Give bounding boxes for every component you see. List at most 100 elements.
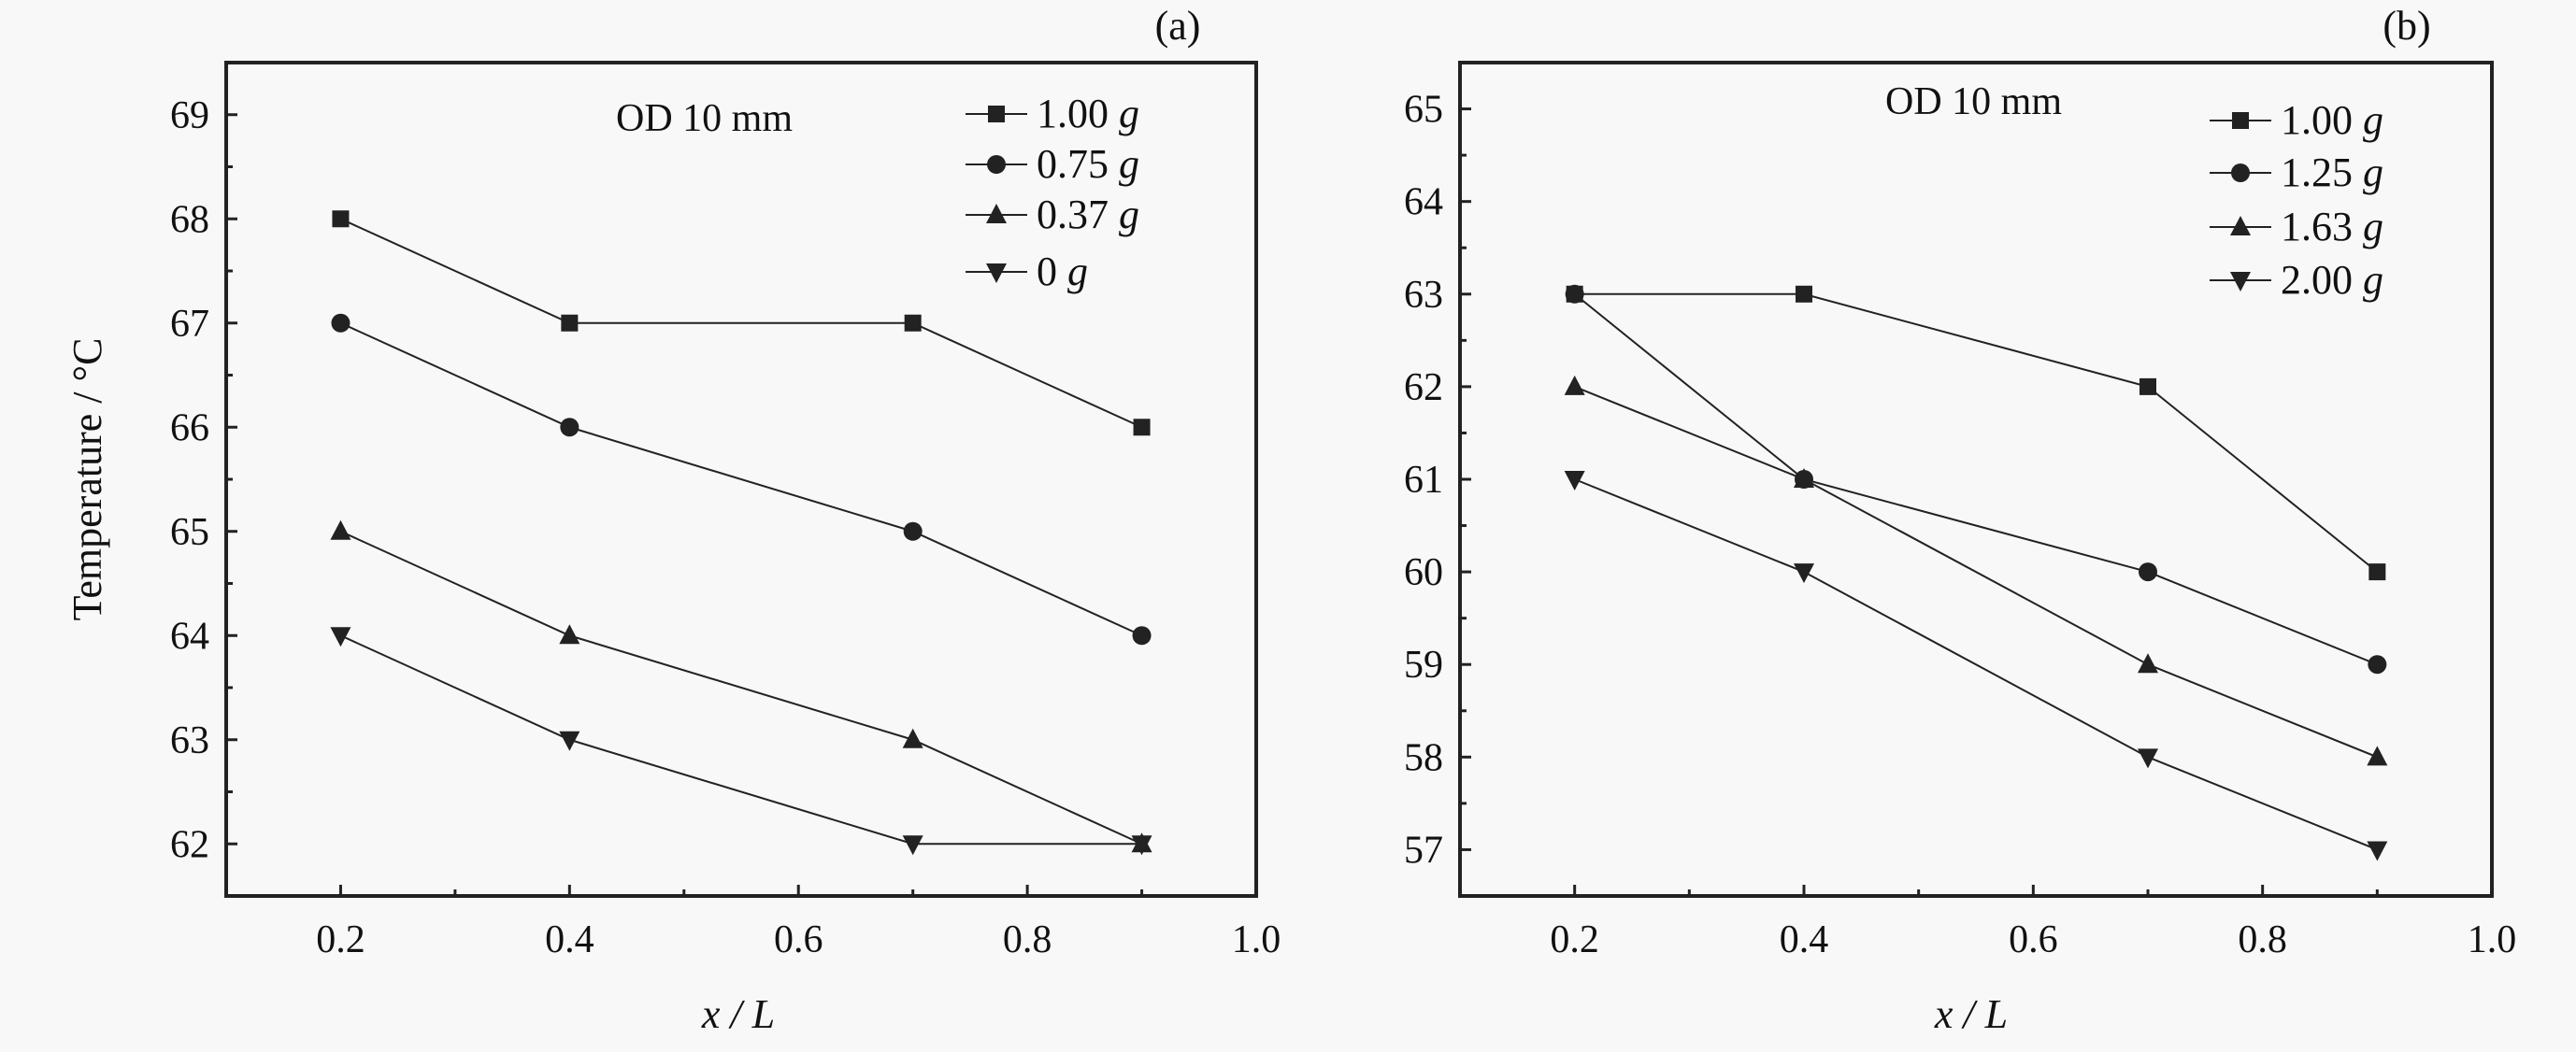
series-1-00-g [332,210,1151,436]
series-line [1574,385,2378,759]
x-tick-label: 1.0 [1232,918,1281,961]
legend-unit: g [1119,91,1139,136]
panel-a: 62 63 64 65 66 67 68 69 0.2 0.4 0.6 0.8 1.0 x / L Temp… [64,3,1281,1037]
x-tick-label: 0.2 [316,918,365,961]
series-line [340,530,1142,846]
y-tick-label: 69 [170,94,209,137]
data-point [1132,626,1152,646]
legend-marker [986,263,1007,283]
legend-label: 1.63 g [2281,204,2383,249]
y-tick-label: 66 [170,406,209,449]
legend-label: 0.75 g [1037,141,1139,187]
legend-value: 1.00 [1037,91,1119,136]
legend-item: 0 g [966,249,1088,294]
x-tick-label: 0.8 [2238,918,2287,961]
y-tick-label: 67 [170,303,209,346]
data-point [1564,471,1585,490]
legend-unit: g [1119,141,1139,187]
y-tick-label: 64 [1404,181,1443,224]
series-line [340,218,1142,429]
data-point [1133,419,1151,436]
x-tick-label: 0.4 [1780,918,1829,961]
legend-item: 1.00 g [966,91,1139,136]
y-tick-label: 58 [1404,736,1443,779]
legend-marker [986,204,1007,223]
legend-label: 1.00 g [1037,91,1139,136]
series-line [340,321,1142,637]
legend-marker [2230,272,2251,291]
y-tick-label: 61 [1404,459,1443,502]
data-point [2138,748,2158,769]
data-point [2139,562,2157,582]
data-point [1794,468,1814,488]
data-point [1796,285,1812,303]
legend-item: 2.00 g [2210,257,2383,303]
data-point [561,314,579,332]
series-line [1574,292,2378,666]
y-tick-label: 64 [170,615,209,658]
legend-marker [987,155,1006,174]
legend-label: 2.00 g [2281,257,2383,303]
legend-marker [988,106,1005,122]
legend-label: 1.00 g [2281,97,2383,143]
panel-label: (b) [2383,3,2430,49]
legend-item: 1.25 g [2210,149,2383,195]
annotation-text: OD 10 mm [1885,80,2062,123]
data-point [902,728,923,748]
legend-unit: g [2363,97,2383,143]
y-tick-label: 62 [170,823,209,866]
data-point [560,418,580,437]
y-tick-label: 59 [1404,644,1443,687]
data-point [1794,563,1814,584]
series-line [340,634,1142,846]
legend-marker [2231,163,2250,182]
annotation-text: OD 10 mm [616,97,793,140]
data-point [1131,835,1152,856]
data-point [330,519,351,540]
legend-unit: g [1119,192,1139,237]
y-tick-label: 68 [170,198,209,241]
x-axis-label: x / L [701,991,775,1037]
data-point [903,521,923,541]
legend-value: 1.25 [2281,149,2363,195]
legend-unit: g [1067,249,1088,294]
x-tick-label: 0.8 [1003,918,1052,961]
data-point [2140,377,2156,395]
legend-label: 0.37 g [1037,192,1139,237]
data-point [2368,655,2387,675]
data-point [2367,746,2388,766]
legend-label: 0 g [1037,249,1088,294]
legend-item: 0.37 g [966,192,1139,237]
legend-value: 0.37 [1037,192,1119,237]
y-tick-label: 63 [170,719,209,762]
legend-value: 2.00 [2281,257,2363,303]
legend-item: 1.00 g [2210,97,2383,143]
panel-label: (a) [1155,3,1201,49]
x-tick-label: 0.4 [545,918,594,961]
legend-item: 1.63 g [2210,204,2383,249]
panel-b: 57 58 59 60 61 62 63 64 65 0.2 0.4 0.6 0.8 1.0 x / L (b… [1404,3,2516,1037]
data-point [1565,284,1584,304]
series-1-63-g [1564,375,2388,766]
y-axis-label: Temperature / °C [64,338,110,621]
data-point [1564,375,1585,395]
legend-value: 1.63 [2281,204,2363,249]
data-point [559,731,580,751]
legend-marker [2232,112,2249,129]
y-tick-label: 62 [1404,366,1443,409]
y-tick-label: 60 [1404,551,1443,594]
data-point [332,210,350,228]
y-tick-label: 63 [1404,274,1443,317]
x-axis-label: x / L [1934,991,2008,1037]
x-tick-label: 0.6 [2009,918,2058,961]
legend-item: 0.75 g [966,141,1139,187]
x-tick-label: 1.0 [2468,918,2517,961]
series-2-00-g [1564,471,2388,861]
series-line [1574,292,2378,573]
legend-unit: g [2363,257,2383,303]
data-point [2367,841,2388,861]
series-0-g [330,627,1152,856]
legend-value: 1.00 [2281,97,2363,143]
legend-label: 1.25 g [2281,149,2383,195]
